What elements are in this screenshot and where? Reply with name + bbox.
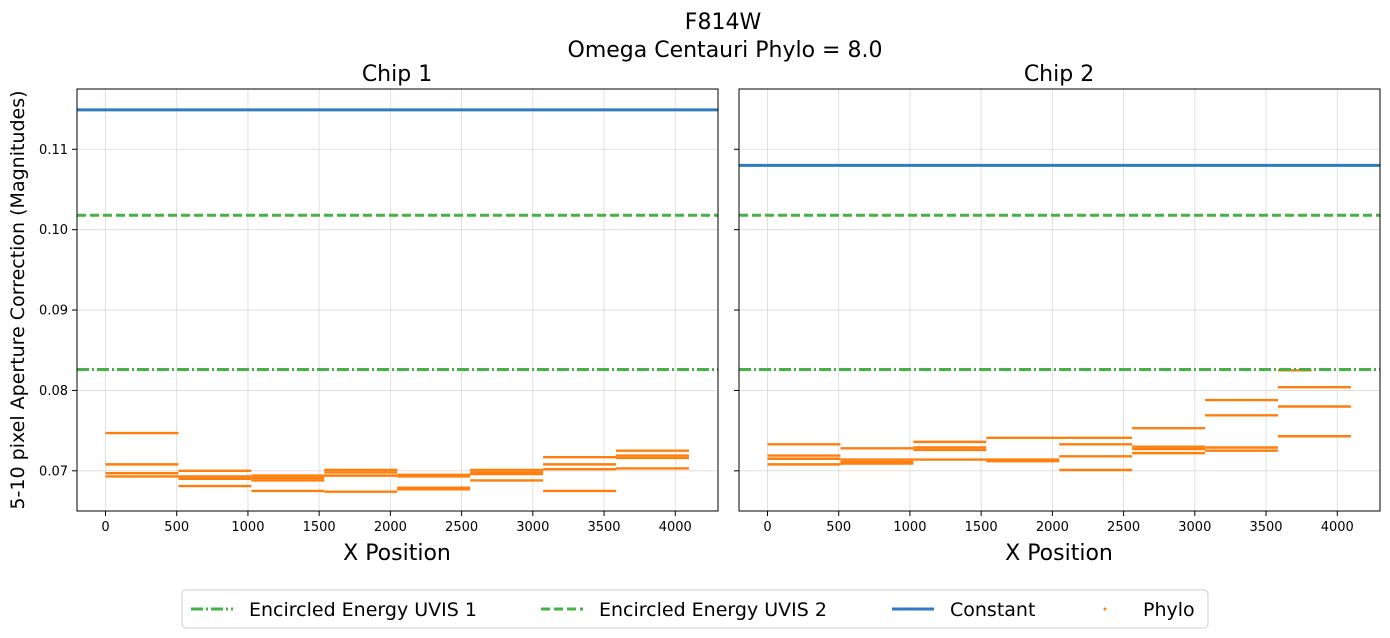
chip2-x-tick-label-1500: 1500 — [965, 520, 998, 535]
chip2-x-tick-label-1000: 1000 — [893, 520, 926, 535]
chip2-x-tick-label-3500: 3500 — [1249, 520, 1282, 535]
legend-frame — [181, 589, 1209, 629]
chip2-x-axis-label: X Position — [1005, 541, 1113, 566]
chip2-axes-frame — [738, 88, 1381, 512]
chip1-x-tick-label-500: 500 — [164, 520, 189, 535]
chip1-x-tick-label-4000: 4000 — [659, 520, 692, 535]
chip1-plot: 0 500 1000 1500 2000 2500 3000 3500 4000 0.07 0.08… — [39, 88, 719, 535]
chip2-x-tick-label-0: 0 — [763, 520, 771, 535]
chip2-x-tick-label-500: 500 — [826, 520, 851, 535]
chip2-x-tick-label-2000: 2000 — [1036, 520, 1069, 535]
chip1-y-tick-label-3: 0.10 — [39, 223, 68, 238]
chip2-x-tick-label-2500: 2500 — [1107, 520, 1140, 535]
legend-ee-uvis2-label: Encircled Energy UVIS 2 — [599, 599, 827, 621]
chip1-y-tick-label-1: 0.08 — [39, 384, 68, 399]
figure-subtitle: Omega Centauri Phylo = 8.0 — [568, 38, 883, 63]
legend-phylo-label: Phylo — [1143, 599, 1195, 621]
chip1-x-tick-label-1000: 1000 — [231, 520, 264, 535]
chip1-y-tick-label-0: 0.07 — [39, 464, 68, 479]
chip1-x-tick-label-1500: 1500 — [303, 520, 336, 535]
chip1-x-tick-label-3500: 3500 — [587, 520, 620, 535]
chip1-x-tick-label-3000: 3000 — [516, 520, 549, 535]
legend-phylo-swatch — [1103, 607, 1107, 611]
chip1-y-tick-label-2: 0.09 — [39, 304, 68, 319]
chip2-title: Chip 2 — [1024, 62, 1094, 87]
chip2-x-tick-label-3000: 3000 — [1178, 520, 1211, 535]
chip2-plot: 0 500 1000 1500 2000 2500 3000 3500 4000 — [734, 88, 1381, 535]
legend-ee-uvis1-label: Encircled Energy UVIS 1 — [249, 599, 477, 621]
chip2-x-tick-label-4000: 4000 — [1321, 520, 1354, 535]
chip1-x-tick-label-0: 0 — [101, 520, 109, 535]
chip1-x-axis-label: X Position — [343, 541, 451, 566]
chip1-axes-frame — [76, 88, 719, 512]
chip1-y-tick-label-4: 0.11 — [39, 143, 68, 158]
legend-constant-label: Constant — [950, 599, 1035, 621]
legend: Encircled Energy UVIS 1 Encircled Energy… — [181, 589, 1209, 629]
chip1-x-tick-label-2500: 2500 — [445, 520, 478, 535]
chip1-x-tick-label-2000: 2000 — [374, 520, 407, 535]
chip1-title: Chip 1 — [362, 62, 432, 87]
y-axis-label: 5-10 pixel Aperture Correction (Magnitud… — [7, 90, 29, 509]
figure-title: F814W — [685, 10, 762, 35]
